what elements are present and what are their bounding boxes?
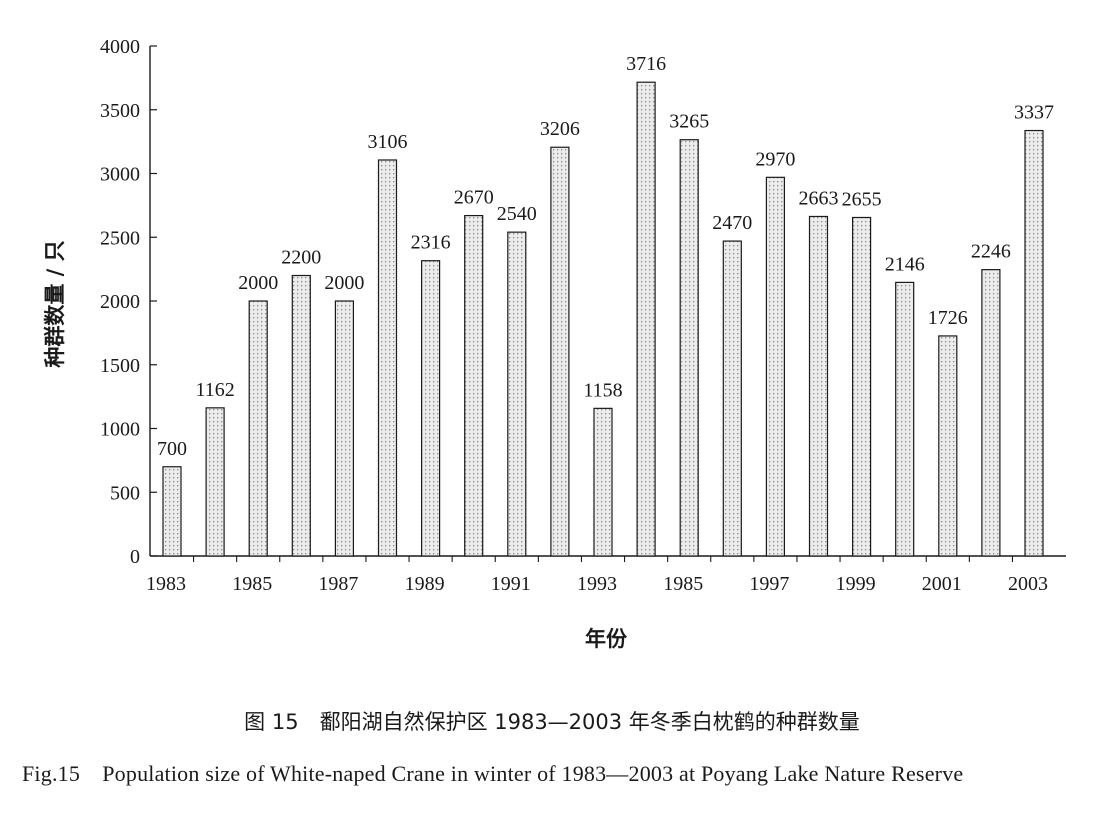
- data-label-1997: 2970: [755, 148, 795, 170]
- y-tick-label: 1000: [100, 419, 140, 441]
- data-label-1991: 2540: [497, 203, 537, 225]
- bars: [162, 81, 1044, 557]
- bar-2002: [981, 269, 1001, 557]
- data-label-1985: 2000: [238, 272, 278, 294]
- bar-1988: [377, 159, 398, 557]
- y-tick-label: 3500: [100, 100, 140, 122]
- data-label-1994: 3716: [626, 53, 666, 75]
- data-label-1986: 2200: [281, 247, 321, 269]
- y-tick-label: 4000: [100, 36, 140, 58]
- x-tick-label: 1983: [146, 573, 186, 595]
- data-label-1983: 700: [157, 438, 187, 460]
- y-tick-label: 1500: [100, 355, 140, 377]
- x-tick-label: 1985: [232, 573, 272, 595]
- bar-1997: [765, 176, 786, 557]
- bar-1995: [679, 139, 699, 557]
- data-label-2003: 3337: [1014, 102, 1054, 124]
- bar-1989: [421, 260, 441, 557]
- bar-1991: [507, 231, 527, 557]
- y-tick-label: 500: [110, 482, 140, 504]
- bar-2003: [1024, 129, 1044, 557]
- data-label-2000: 2146: [885, 253, 925, 275]
- data-label-1993: 1158: [583, 379, 622, 401]
- data-label-1995: 3265: [669, 111, 709, 133]
- bar-1983: [162, 466, 182, 557]
- data-label-1992: 3206: [540, 118, 580, 140]
- x-tick-label: 2001: [922, 573, 962, 595]
- data-label-1984: 1162: [195, 379, 234, 401]
- figure-caption-chinese: 图 15 鄱阳湖自然保护区 1983—2003 年冬季白枕鹤的种群数量: [244, 710, 860, 734]
- x-tick-label: 1999: [836, 573, 876, 595]
- bar-2001: [938, 335, 958, 557]
- y-axis-title: 种群数量 / 只: [43, 240, 67, 368]
- bar-1999: [851, 216, 872, 557]
- bar-1984: [205, 407, 225, 557]
- bar-1996: [722, 240, 742, 557]
- data-label-1999: 2655: [842, 188, 882, 210]
- bar-1985: [248, 300, 268, 557]
- bar-1992: [550, 146, 570, 557]
- x-tick-label: 1989: [405, 573, 445, 595]
- x-tick-label: 1987: [318, 573, 358, 595]
- data-label-1990: 2670: [454, 187, 494, 209]
- figure-caption-english: Fig.15 Population size of White-naped Cr…: [22, 761, 964, 786]
- y-tick-label: 3000: [100, 164, 140, 186]
- data-label-1996: 2470: [712, 212, 752, 234]
- bar-2000: [895, 281, 915, 557]
- x-axis-title: 年份: [585, 627, 628, 651]
- data-label-1998: 2663: [799, 187, 839, 209]
- data-label-1989: 2316: [411, 232, 451, 254]
- y-axis: 0 500 1000 1500 2000 2500 3000 3500 4000: [100, 36, 157, 568]
- data-label-1988: 3106: [368, 131, 408, 153]
- y-tick-label: 2000: [100, 291, 140, 313]
- x-tick-label: 1997: [749, 573, 789, 595]
- x-axis: 1983 1985 1987 1989 1991 1993 1985 1997 1999 2001…: [146, 555, 1066, 595]
- data-label-2001: 1726: [928, 307, 968, 329]
- bar-1998: [808, 215, 829, 557]
- data-label-2002: 2246: [971, 241, 1011, 263]
- bar-1986: [291, 274, 311, 557]
- y-tick-label: 2500: [100, 227, 140, 249]
- bar-1994: [636, 81, 656, 557]
- y-tick-label: 0: [130, 546, 140, 568]
- x-tick-label: 1991: [491, 573, 531, 595]
- x-tick-label: 1985: [663, 573, 703, 595]
- bar-1987: [334, 300, 354, 557]
- x-tick-label: 1993: [577, 573, 617, 595]
- bar-1993: [593, 407, 613, 557]
- x-tick-label: 2003: [1008, 573, 1048, 595]
- bar-1990: [464, 214, 484, 557]
- data-label-1987: 2000: [324, 272, 364, 294]
